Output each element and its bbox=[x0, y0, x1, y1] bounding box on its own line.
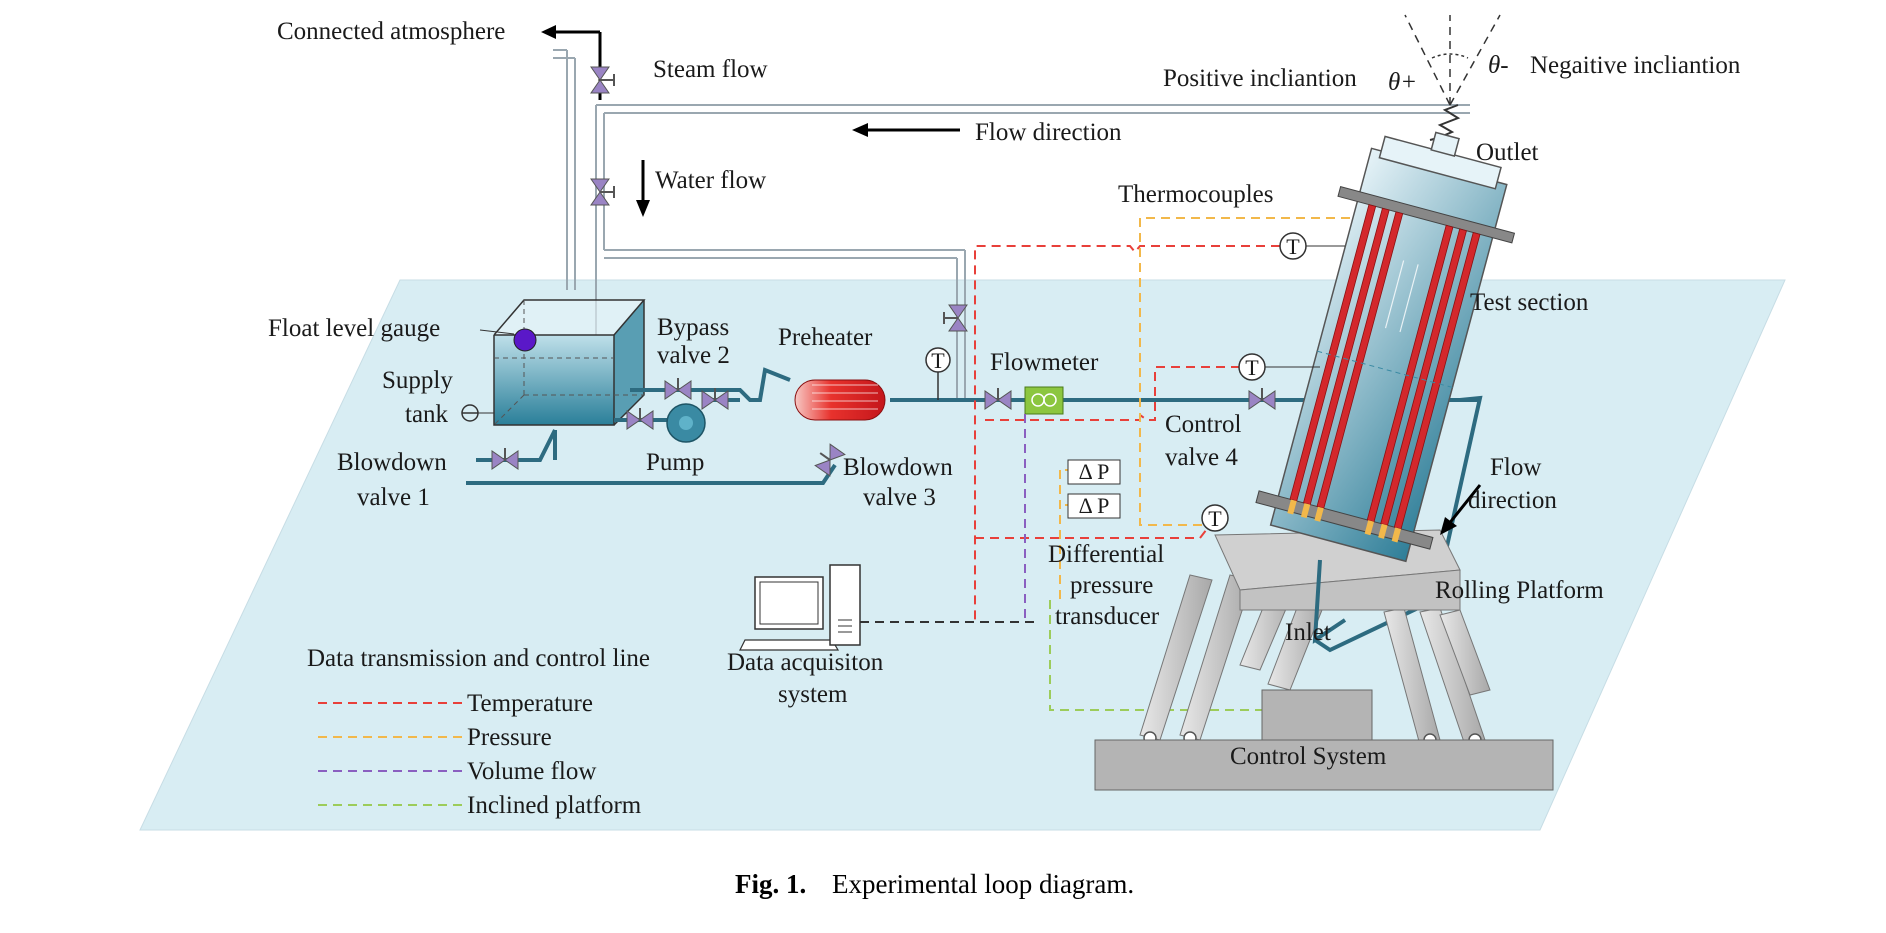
pump bbox=[666, 403, 706, 443]
label-theta-plus: θ+ bbox=[1388, 69, 1417, 96]
preheater-thermometer bbox=[925, 347, 951, 400]
tank-gauge-icon bbox=[461, 404, 494, 422]
dp-transducer-2-label: Δ P bbox=[1079, 493, 1110, 518]
label-test-section: Test section bbox=[1470, 289, 1589, 316]
legend-label-pressure: Pressure bbox=[467, 724, 552, 751]
thermocouple-bottom-label: T bbox=[1208, 506, 1222, 531]
thermocouple-middle bbox=[1238, 353, 1320, 381]
label-rolling-platform: Rolling Platform bbox=[1435, 577, 1604, 604]
label-dpt-line1: Differential bbox=[1048, 541, 1164, 568]
label-data-acquisition-line2: system bbox=[778, 681, 848, 708]
blowdown-valve-3 bbox=[814, 443, 846, 477]
water-valve bbox=[590, 178, 615, 206]
float-ball bbox=[513, 328, 537, 352]
legend-label-volume-flow: Volume flow bbox=[467, 758, 596, 785]
dp-transducer-1-label: Δ P bbox=[1079, 459, 1110, 484]
legend-label-temperature: Temperature bbox=[467, 690, 593, 717]
legend-label-inclined-platform: Inclined platform bbox=[467, 792, 642, 819]
flow-direction-arrow-right bbox=[1446, 484, 1482, 526]
label-pump: Pump bbox=[646, 449, 704, 476]
dp-transducer-2 bbox=[1067, 493, 1121, 519]
label-bypass-valve-2-line1: Bypass bbox=[657, 314, 729, 341]
inlet-pipe bbox=[1312, 559, 1347, 644]
label-negative-inclination: Negaitive incliantion bbox=[1530, 52, 1741, 79]
preheater-bypass-valve bbox=[943, 304, 968, 332]
thermocouple-top bbox=[1279, 232, 1345, 260]
thermocouple-top-label: T bbox=[1286, 234, 1300, 259]
label-control-valve-4-line2: valve 4 bbox=[1165, 444, 1238, 471]
test-section bbox=[1255, 131, 1516, 563]
legend-title: Data transmission and control line bbox=[307, 645, 650, 672]
thermocouple-bottom bbox=[1201, 504, 1229, 532]
pump-inlet-valve bbox=[626, 408, 654, 430]
label-flow-direction-right-line2: direction bbox=[1468, 487, 1557, 514]
label-dpt-line3: transducer bbox=[1055, 603, 1160, 630]
label-blowdown-valve-3-line2: valve 3 bbox=[863, 484, 936, 511]
inlet-valve bbox=[984, 388, 1012, 410]
label-preheater: Preheater bbox=[778, 324, 873, 351]
preheater bbox=[794, 379, 886, 421]
inclined-platform-line bbox=[1049, 600, 1265, 711]
label-outlet: Outlet bbox=[1476, 139, 1539, 166]
legend bbox=[318, 702, 465, 806]
control-valve-4 bbox=[1248, 388, 1276, 410]
bypass-valve-2b bbox=[701, 388, 729, 410]
label-connected-atmosphere: Connected atmosphere bbox=[277, 18, 505, 45]
label-theta-minus: θ- bbox=[1488, 52, 1509, 79]
label-dpt-line2: pressure bbox=[1070, 572, 1153, 599]
supply-tank bbox=[493, 299, 646, 426]
label-flow-direction-right-line1: Flow bbox=[1490, 454, 1541, 481]
label-blowdown-valve-3-line1: Blowdown bbox=[843, 454, 953, 481]
label-steam-flow: Steam flow bbox=[653, 56, 768, 83]
computer-icon bbox=[739, 564, 861, 651]
caption-label: Fig. 1. bbox=[735, 869, 806, 899]
preheater-thermometer-label: T bbox=[931, 348, 945, 373]
label-water-flow: Water flow bbox=[655, 167, 766, 194]
label-blowdown-valve-1-line1: Blowdown bbox=[337, 449, 447, 476]
label-supply-tank-line2: tank bbox=[405, 401, 449, 428]
label-flowmeter: Flowmeter bbox=[990, 349, 1099, 376]
temperature-lines bbox=[974, 245, 1280, 620]
label-supply-tank-line1: Supply bbox=[382, 367, 453, 394]
inclination-indicator bbox=[1404, 14, 1501, 106]
dp-transducer-1 bbox=[1067, 459, 1121, 485]
bypass-valve-2 bbox=[664, 378, 692, 400]
steam-valve bbox=[590, 66, 615, 94]
caption-text: Experimental loop diagram. bbox=[832, 869, 1134, 899]
label-data-acquisition-line1: Data acquisiton bbox=[727, 649, 884, 676]
label-bypass-valve-2-line2: valve 2 bbox=[657, 342, 730, 369]
label-positive-inclination: Positive incliantion bbox=[1163, 65, 1357, 92]
blowdown-valve-1 bbox=[491, 448, 519, 470]
label-control-valve-4-line1: Control bbox=[1165, 411, 1241, 438]
label-blowdown-valve-1-line2: valve 1 bbox=[357, 484, 430, 511]
thermocouple-middle-label: T bbox=[1245, 355, 1259, 380]
label-flow-direction-top: Flow direction bbox=[975, 119, 1122, 146]
label-control-system: Control System bbox=[1230, 743, 1387, 770]
atmosphere-vent-pipe bbox=[541, 25, 602, 290]
return-pipe-top bbox=[595, 104, 1470, 420]
control-system-base bbox=[1094, 689, 1554, 791]
flowmeter bbox=[1024, 386, 1064, 415]
label-thermocouples: Thermocouples bbox=[1118, 181, 1274, 208]
label-float-level-gauge: Float level gauge bbox=[268, 315, 440, 342]
label-inlet: Inlet bbox=[1285, 619, 1331, 646]
